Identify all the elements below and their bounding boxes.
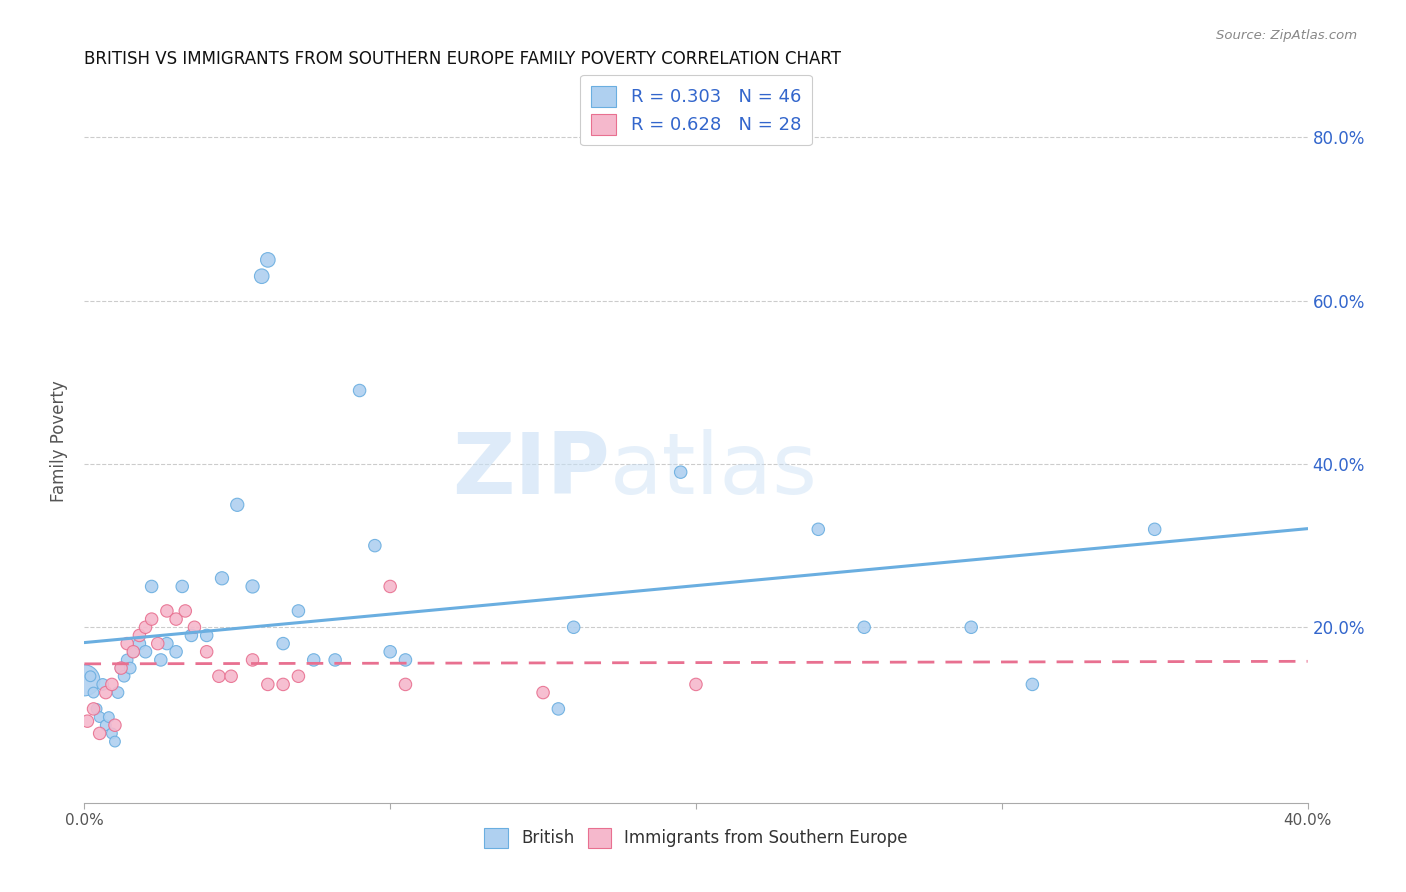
Point: [156, 604, 179, 618]
Point: [122, 645, 145, 659]
Point: [110, 661, 132, 675]
Point: [183, 620, 205, 634]
Point: [94, 685, 117, 699]
Point: [380, 645, 402, 659]
Point: [146, 637, 169, 651]
Point: [94, 718, 117, 732]
Point: [242, 653, 264, 667]
Text: atlas: atlas: [610, 429, 818, 512]
Legend: British, Immigrants from Southern Europe: British, Immigrants from Southern Europe: [475, 820, 917, 856]
Point: [104, 734, 127, 748]
Point: [547, 702, 569, 716]
Point: [86, 702, 108, 716]
Point: [104, 718, 127, 732]
Point: [394, 677, 416, 691]
Point: [685, 677, 707, 691]
Point: [83, 685, 105, 699]
Point: [174, 604, 197, 618]
Point: [122, 645, 145, 659]
Point: [271, 677, 294, 691]
Point: [112, 669, 135, 683]
Point: [91, 677, 114, 691]
Point: [323, 653, 346, 667]
Point: [135, 645, 157, 659]
Point: [242, 579, 264, 593]
Point: [853, 620, 876, 634]
Point: [110, 661, 132, 675]
Point: [76, 714, 98, 728]
Point: [287, 604, 309, 618]
Point: [89, 710, 111, 724]
Point: [394, 653, 416, 667]
Point: [101, 726, 124, 740]
Text: ZIP: ZIP: [453, 429, 610, 512]
Text: Source: ZipAtlas.com: Source: ZipAtlas.com: [1216, 29, 1357, 42]
Point: [195, 645, 218, 659]
Point: [128, 628, 150, 642]
Point: [302, 653, 325, 667]
Point: [97, 710, 120, 724]
Y-axis label: Family Poverty: Family Poverty: [51, 381, 69, 502]
Point: [807, 522, 830, 536]
Point: [172, 579, 194, 593]
Point: [115, 653, 138, 667]
Point: [380, 579, 402, 593]
Point: [257, 677, 280, 691]
Point: [165, 612, 187, 626]
Point: [101, 677, 124, 691]
Point: [156, 637, 179, 651]
Point: [73, 673, 96, 688]
Point: [195, 628, 218, 642]
Point: [1021, 677, 1043, 691]
Point: [219, 669, 242, 683]
Point: [271, 637, 294, 651]
Point: [1143, 522, 1166, 536]
Text: BRITISH VS IMMIGRANTS FROM SOUTHERN EUROPE FAMILY POVERTY CORRELATION CHART: BRITISH VS IMMIGRANTS FROM SOUTHERN EURO…: [84, 50, 841, 68]
Point: [89, 726, 111, 740]
Point: [669, 465, 692, 479]
Point: [257, 252, 280, 267]
Point: [107, 685, 129, 699]
Point: [83, 702, 105, 716]
Point: [562, 620, 585, 634]
Point: [226, 498, 249, 512]
Point: [364, 539, 387, 553]
Point: [149, 653, 172, 667]
Point: [211, 571, 233, 585]
Point: [115, 637, 138, 651]
Point: [208, 669, 231, 683]
Point: [180, 628, 202, 642]
Point: [531, 685, 554, 699]
Point: [128, 637, 150, 651]
Point: [79, 669, 101, 683]
Point: [287, 669, 309, 683]
Point: [120, 661, 142, 675]
Point: [960, 620, 983, 634]
Point: [349, 384, 371, 398]
Point: [165, 645, 187, 659]
Point: [135, 620, 157, 634]
Point: [250, 269, 273, 284]
Point: [141, 579, 163, 593]
Point: [141, 612, 163, 626]
